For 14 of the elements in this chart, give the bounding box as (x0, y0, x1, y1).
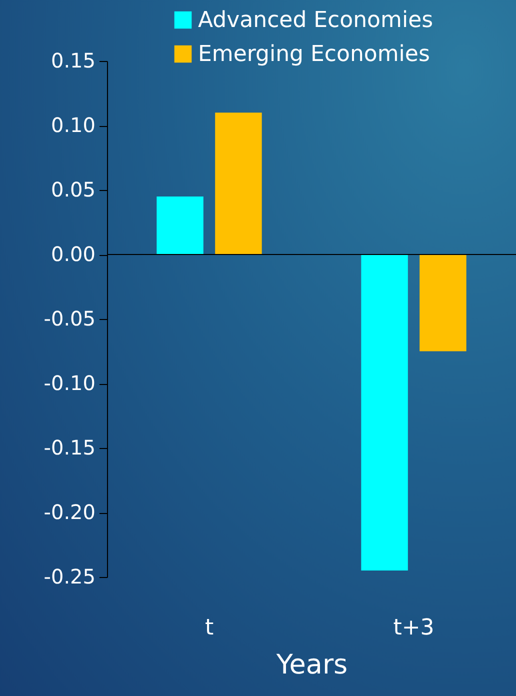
y-tick-label: 0.15 (50, 48, 96, 72)
legend-label: Emerging Economies (198, 42, 430, 67)
y-tick-label: 0.05 (50, 178, 96, 202)
x-tick-label: t (204, 616, 214, 640)
x-tick-label: t+3 (393, 616, 434, 640)
y-tick-label: -0.05 (44, 306, 96, 330)
legend-label: Advanced Economies (198, 8, 434, 33)
y-tick-label: 0.10 (50, 113, 96, 137)
y-tick-label: 0.00 (50, 242, 96, 266)
y-tick-label: -0.20 (44, 500, 96, 524)
y-tick-label: -0.15 (44, 436, 96, 460)
y-tick-label: -0.25 (44, 564, 96, 588)
y-tick-label: -0.10 (44, 371, 96, 395)
x-axis-title: Years (275, 650, 348, 680)
